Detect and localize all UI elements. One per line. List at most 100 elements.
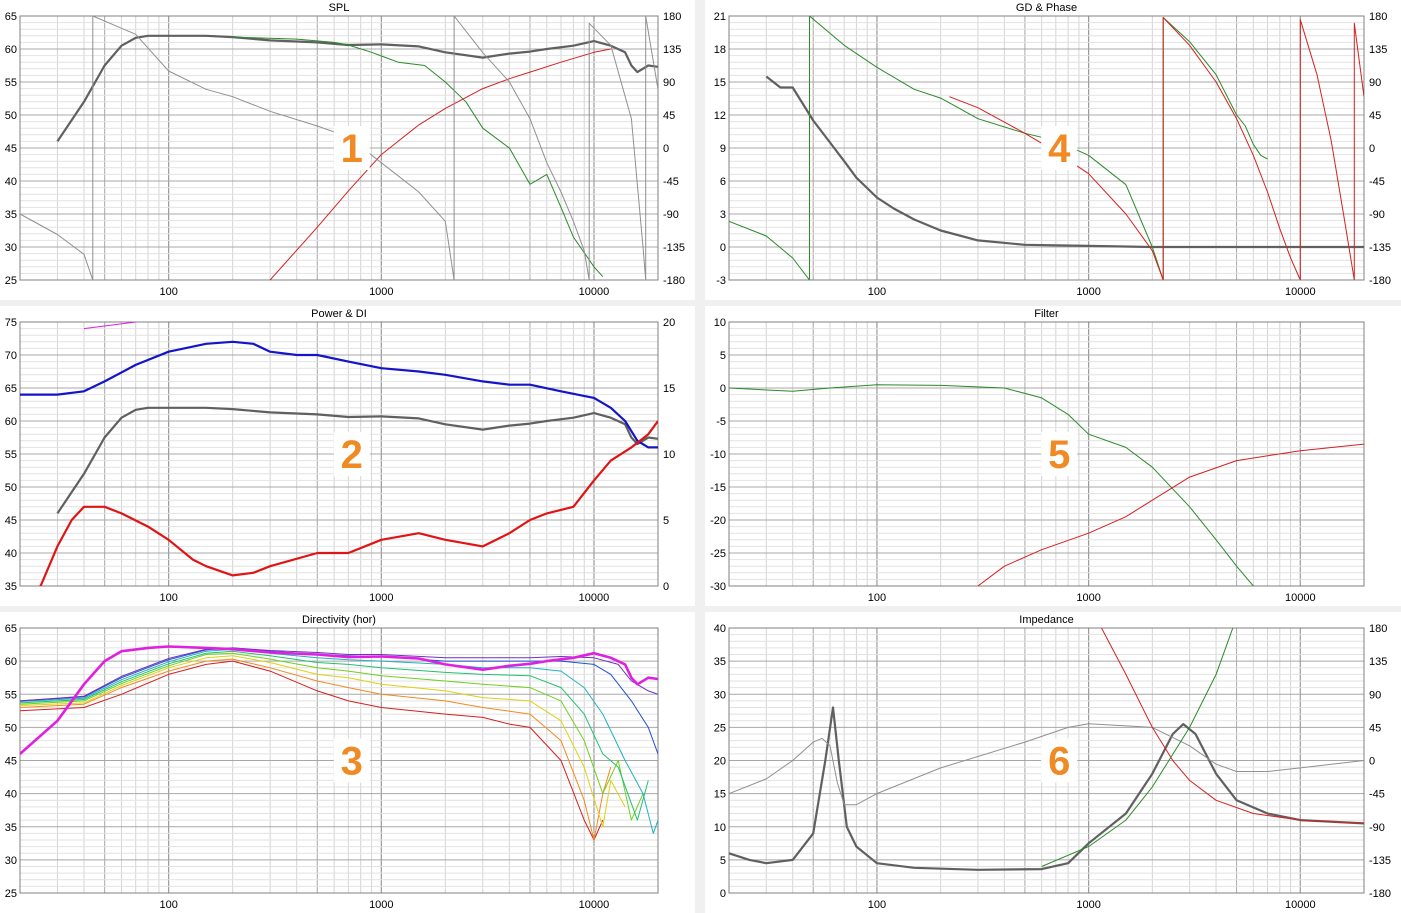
x-tick-label: 100 bbox=[868, 899, 886, 911]
series-line-0 bbox=[729, 384, 1254, 586]
y-tick-label: 6 bbox=[720, 176, 726, 188]
series-line-1 bbox=[20, 340, 658, 449]
badge-bg bbox=[1041, 126, 1078, 170]
plot-frame bbox=[728, 15, 1365, 281]
y-tick-label: 75 bbox=[5, 317, 17, 329]
x-tick-label: 10000 bbox=[579, 592, 610, 604]
series-line-0 bbox=[56, 34, 658, 143]
panel-number-badge: 1 bbox=[341, 127, 363, 171]
x-tick-label: 100 bbox=[868, 286, 886, 298]
y-tick-label: 3 bbox=[720, 209, 726, 221]
y-tick-label: 18 bbox=[714, 44, 726, 56]
y-tick-label: -15 bbox=[710, 482, 726, 494]
y2-tick-label: 135 bbox=[1369, 656, 1387, 668]
y-tick-label: 30 bbox=[714, 689, 726, 701]
series-line-3 bbox=[20, 16, 658, 280]
y-tick-label: 20 bbox=[714, 756, 726, 768]
y2-tick-label: 0 bbox=[1369, 143, 1375, 155]
x-tick-label: 1000 bbox=[369, 592, 393, 604]
chart-svg: Directivity (hor) 100 1000 10000 25 30 35 40 45 5… bbox=[0, 612, 695, 913]
series-line-2 bbox=[269, 48, 611, 280]
y-tick-label: 10 bbox=[714, 317, 726, 329]
y2-tick-label: 135 bbox=[1369, 44, 1387, 56]
x-tick-label: 100 bbox=[159, 899, 177, 911]
series-line-7 bbox=[20, 647, 658, 702]
filter-chart: Filter 100 1000 10000 -30 -25 -20 -15 -10 -5 0 5 10 5 bbox=[705, 306, 1401, 606]
y2-tick-label: 45 bbox=[1369, 110, 1381, 122]
y-tick-label: 60 bbox=[5, 656, 17, 668]
y2-tick-label: 135 bbox=[663, 44, 681, 56]
y-tick-label: 50 bbox=[5, 482, 17, 494]
badge-bg bbox=[333, 126, 370, 170]
plot-frame bbox=[19, 627, 659, 894]
y-tick-label: 70 bbox=[5, 350, 17, 362]
y-tick-label: 15 bbox=[714, 789, 726, 801]
y-tick-label: -20 bbox=[710, 515, 726, 527]
y-tick-label: 40 bbox=[714, 623, 726, 635]
y-tick-label: 35 bbox=[5, 822, 17, 834]
chart-title: Impedance bbox=[1019, 614, 1073, 626]
y-tick-label: 40 bbox=[5, 789, 17, 801]
y2-tick-label: -90 bbox=[1369, 209, 1385, 221]
series-group bbox=[729, 628, 1364, 871]
series-line-8 bbox=[20, 645, 658, 755]
panel-number-badge: 4 bbox=[1048, 127, 1071, 171]
series-line-0 bbox=[729, 706, 1364, 871]
y-tick-label: 21 bbox=[714, 11, 726, 23]
series-line-0 bbox=[20, 660, 604, 841]
y-tick-label: -25 bbox=[710, 548, 726, 560]
y-tick-label: 30 bbox=[5, 242, 17, 254]
y-tick-label: 65 bbox=[5, 623, 17, 635]
y-tick-label: 15 bbox=[714, 77, 726, 89]
series-line-5 bbox=[20, 648, 658, 834]
y2-tick-label: 45 bbox=[663, 110, 675, 122]
y-tick-label: 65 bbox=[5, 383, 17, 395]
y2-tick-label: -135 bbox=[1369, 855, 1391, 867]
y2-tick-label: -45 bbox=[1369, 176, 1385, 188]
y2-tick-label: 90 bbox=[663, 77, 675, 89]
chart-svg: GD & Phase 100 1000 10000 -3 0 3 6 9 12 15 18 21 -180… bbox=[705, 0, 1401, 300]
y2-tick-label: -135 bbox=[1369, 242, 1391, 254]
y2-tick-label: 0 bbox=[663, 143, 669, 155]
panel-number-badge: 6 bbox=[1048, 740, 1070, 784]
grid bbox=[728, 321, 1365, 587]
y-tick-label: 35 bbox=[5, 209, 17, 221]
chart-title: SPL bbox=[329, 2, 350, 14]
plot-frame bbox=[19, 15, 659, 281]
y-tick-label: 5 bbox=[720, 855, 726, 867]
y2-tick-label: -180 bbox=[663, 275, 685, 287]
x-tick-label: 10000 bbox=[579, 286, 610, 298]
series-line-1 bbox=[977, 443, 1364, 586]
y-tick-label: 45 bbox=[5, 143, 17, 155]
y-tick-label: 50 bbox=[5, 722, 17, 734]
x-tick-label: 1000 bbox=[1076, 899, 1100, 911]
y-tick-label: 25 bbox=[714, 722, 726, 734]
y2-tick-label: -90 bbox=[663, 209, 679, 221]
chart-svg: SPL 100 1000 10000 25 30 35 40 45 50 55 60 65 -180 -13… bbox=[0, 0, 695, 300]
y-tick-label: 25 bbox=[5, 275, 17, 287]
chart-title: Directivity (hor) bbox=[302, 614, 376, 626]
impedance-chart: Impedance 100 1000 10000 0 5 10 15 20 25 30 35 40 -18… bbox=[705, 612, 1401, 913]
y-tick-label: 50 bbox=[5, 110, 17, 122]
y2-tick-label: 180 bbox=[1369, 623, 1387, 635]
series-line-3 bbox=[1041, 628, 1234, 867]
series-line-2 bbox=[20, 655, 626, 828]
x-tick-label: 1000 bbox=[1076, 592, 1100, 604]
y-tick-label: 40 bbox=[5, 176, 17, 188]
x-tick-label: 10000 bbox=[1285, 899, 1316, 911]
series-line-1 bbox=[729, 723, 1364, 806]
badge-bg bbox=[1041, 738, 1078, 783]
plot-frame bbox=[19, 321, 659, 587]
series-group bbox=[729, 384, 1364, 586]
y2-tick-label: 90 bbox=[1369, 689, 1381, 701]
series-line-2 bbox=[38, 420, 658, 586]
y2-tick-label: 180 bbox=[1369, 11, 1387, 23]
y-tick-label: 65 bbox=[5, 11, 17, 23]
series-group bbox=[20, 645, 658, 841]
y2-tick-label: 5 bbox=[663, 515, 669, 527]
series-group bbox=[20, 322, 658, 586]
gd-phase-chart: GD & Phase 100 1000 10000 -3 0 3 6 9 12 15 18 21 -180… bbox=[705, 0, 1401, 300]
series-line-3 bbox=[83, 322, 136, 330]
grid bbox=[728, 15, 1365, 281]
